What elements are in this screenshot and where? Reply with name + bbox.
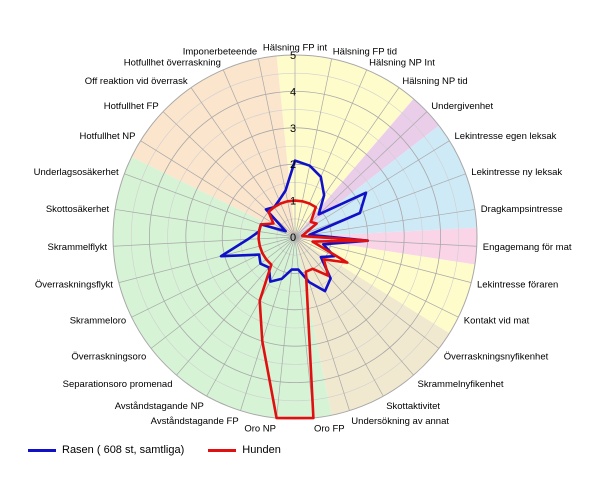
grid-spoke-1: [294, 58, 332, 238]
category-label-5: Lekintresse egen leksak: [455, 131, 557, 142]
grid-spoke-24: [115, 209, 296, 238]
legend-label-hunden: Hunden: [242, 444, 281, 456]
sector-7: [131, 55, 295, 238]
category-label-26: Hotfullhet NP: [80, 131, 136, 142]
category-label-3: Hälsning NP tid: [402, 76, 467, 87]
scale-ticks: 0 1 2 3 4 5: [290, 50, 296, 244]
grid-spoke-6: [294, 173, 466, 238]
scale-tick-1: 1: [290, 196, 296, 208]
scale-tick-2: 2: [290, 159, 296, 171]
grid-spoke-15: [294, 236, 314, 419]
category-label-11: Överraskningsnyfikenhet: [444, 352, 549, 363]
category-label-4: Undergivenhet: [431, 101, 493, 112]
category-label-22: Överraskningsflykt: [35, 280, 113, 291]
category-label-15: Oro FP: [314, 424, 345, 435]
sector-2: [295, 125, 477, 237]
grid-spoke-11: [294, 236, 440, 349]
grid-spoke-29: [222, 69, 296, 238]
grid-spoke-14: [294, 236, 350, 411]
grid-spoke-23: [113, 236, 296, 247]
category-label-28: Off reaktion vid överrask: [85, 76, 188, 87]
category-label-29: Hotfullhet överraskning: [124, 58, 221, 69]
grid-spoke-4: [294, 111, 428, 238]
legend-item-rasen: Rasen ( 608 st, samtliga): [28, 444, 184, 456]
scale-tick-3: 3: [290, 123, 296, 135]
grid-spoke-30: [258, 58, 296, 238]
grid-spoke-2: [294, 69, 368, 238]
grid-spoke-16: [276, 236, 296, 419]
grid-spoke-5: [294, 140, 450, 238]
category-label-13: Skottaktivitet: [386, 401, 440, 412]
category-label-25: Underlagsosäkerhet: [34, 167, 119, 178]
grid-spoke-17: [240, 236, 296, 411]
category-label-21: Skrammeloro: [70, 315, 127, 326]
series-line-1: [257, 199, 370, 420]
grid-spoke-19: [176, 236, 296, 376]
category-label-0: Hälsning FP int: [263, 43, 328, 54]
category-label-8: Engagemang för mat: [483, 242, 572, 253]
data-series: [219, 159, 370, 420]
category-label-1: Hälsning FP tid: [333, 46, 397, 57]
scale-tick-0: 0: [290, 232, 296, 244]
category-label-10: Kontakt vid mat: [464, 315, 530, 326]
grid-spoke-18: [206, 236, 296, 397]
category-label-14: Undersökning av annat: [351, 416, 449, 427]
grid-spoke-20: [150, 236, 296, 349]
grid-spoke-26: [140, 140, 296, 238]
grid-spoke-10: [294, 236, 459, 318]
legend-swatch-rasen: [28, 448, 56, 452]
category-label-19: Separationsoro promenad: [63, 379, 173, 390]
category-label-24: Skottosäkerhet: [46, 204, 110, 215]
category-label-12: Skrammelnyfikenhet: [418, 379, 504, 390]
category-label-27: Hotfullhet FP: [104, 101, 159, 112]
grid-spoke-28: [190, 87, 296, 238]
category-label-2: Hälsning NP Int: [369, 58, 435, 69]
legend-label-rasen: Rasen ( 608 st, samtliga): [62, 444, 185, 456]
grid-spoke-3: [294, 87, 400, 238]
category-label-17: Avståndstagande FP: [151, 416, 239, 427]
category-label-6: Lekintresse ny leksak: [471, 167, 562, 178]
grid-spoke-7: [294, 209, 475, 238]
category-label-16: Oro NP: [244, 424, 276, 435]
legend-item-hunden: Hunden: [208, 444, 281, 456]
legend: Rasen ( 608 st, samtliga) Hunden: [28, 444, 295, 456]
grid-spoke-12: [294, 236, 414, 376]
series-line-0: [219, 159, 370, 293]
grid-spoke-13: [294, 236, 384, 397]
legend-swatch-hunden: [208, 448, 237, 452]
grid-spoke-22: [118, 236, 296, 283]
sector-6: [113, 156, 332, 419]
category-label-23: Skrammelflykt: [48, 242, 108, 253]
sector-0: [276, 55, 414, 237]
category-label-18: Avståndstagande NP: [115, 401, 204, 412]
scale-tick-5: 5: [290, 50, 296, 62]
scale-tick-4: 4: [290, 86, 296, 98]
category-label-9: Lekintresse föraren: [477, 280, 558, 291]
grid-spoke-21: [131, 236, 296, 318]
category-label-30: Imponerbeteende: [183, 46, 257, 57]
category-label-20: Överraskningsoro: [71, 352, 146, 363]
category-label-7: Dragkampsintresse: [481, 204, 563, 215]
